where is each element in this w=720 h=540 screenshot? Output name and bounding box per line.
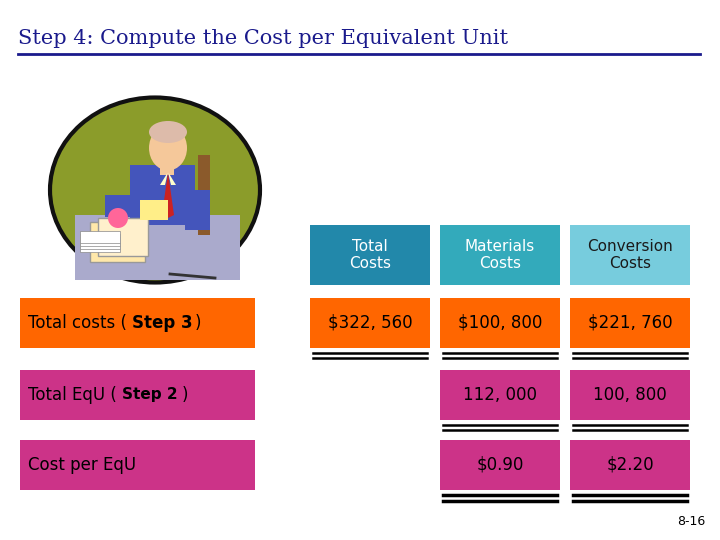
FancyBboxPatch shape [160,163,174,175]
Circle shape [108,208,128,228]
FancyBboxPatch shape [20,370,255,420]
Text: ): ) [182,386,189,404]
Text: Materials
Costs: Materials Costs [465,239,535,271]
FancyBboxPatch shape [570,225,690,285]
Text: Total EqU (: Total EqU ( [28,386,117,404]
FancyBboxPatch shape [98,218,148,256]
FancyBboxPatch shape [20,298,255,348]
Text: $221, 760: $221, 760 [588,314,672,332]
FancyBboxPatch shape [130,165,195,225]
Text: Cost per EqU: Cost per EqU [28,456,136,474]
Ellipse shape [149,125,187,171]
FancyBboxPatch shape [80,231,120,243]
Polygon shape [160,172,168,185]
Text: Step 3: Step 3 [132,314,193,332]
Text: 8-16: 8-16 [677,515,705,528]
Text: $100, 800: $100, 800 [458,314,542,332]
Text: Step 2: Step 2 [122,388,178,402]
FancyBboxPatch shape [80,240,120,252]
Ellipse shape [50,98,260,282]
FancyBboxPatch shape [80,234,120,246]
FancyBboxPatch shape [440,370,560,420]
FancyBboxPatch shape [185,190,210,230]
Text: Total
Costs: Total Costs [349,239,391,271]
Text: ): ) [195,314,202,332]
Polygon shape [162,172,174,218]
Text: $322, 560: $322, 560 [328,314,413,332]
Text: Total costs (: Total costs ( [28,314,127,332]
Text: $0.90: $0.90 [477,456,523,474]
Ellipse shape [149,121,187,143]
FancyBboxPatch shape [310,298,430,348]
FancyBboxPatch shape [570,298,690,348]
FancyBboxPatch shape [198,155,210,235]
FancyBboxPatch shape [105,195,140,217]
FancyBboxPatch shape [90,222,145,262]
FancyBboxPatch shape [440,298,560,348]
FancyBboxPatch shape [440,440,560,490]
FancyBboxPatch shape [570,370,690,420]
FancyBboxPatch shape [310,225,430,285]
FancyBboxPatch shape [75,215,240,280]
FancyBboxPatch shape [140,200,168,220]
Text: Step 4: Compute the Cost per Equivalent Unit: Step 4: Compute the Cost per Equivalent … [18,29,508,48]
Text: 100, 800: 100, 800 [593,386,667,404]
Polygon shape [168,172,176,185]
FancyBboxPatch shape [20,440,255,490]
FancyBboxPatch shape [570,440,690,490]
FancyBboxPatch shape [80,237,120,249]
Text: $2.20: $2.20 [606,456,654,474]
Text: Conversion
Costs: Conversion Costs [587,239,673,271]
Text: 112, 000: 112, 000 [463,386,537,404]
FancyBboxPatch shape [440,225,560,285]
